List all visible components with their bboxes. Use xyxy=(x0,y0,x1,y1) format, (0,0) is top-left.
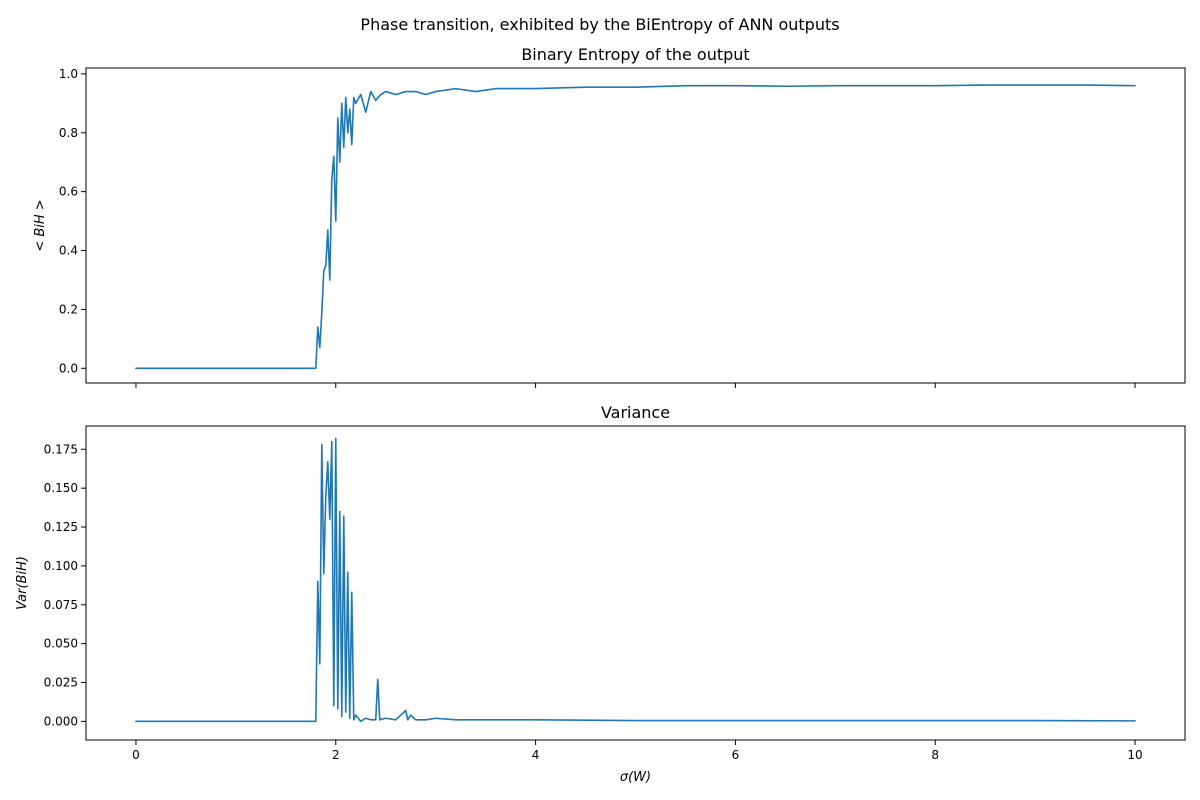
entropy-y-tick-label: 0.2 xyxy=(59,302,78,316)
variance-x-tick-label: 6 xyxy=(732,748,740,762)
variance-x-tick-label: 10 xyxy=(1127,748,1142,762)
entropy-y-tick-label: 0.4 xyxy=(59,244,78,258)
variance-axes-frame xyxy=(85,425,1186,741)
variance-y-tick-label: 0.175 xyxy=(44,442,78,456)
entropy-y-axis-label: < BiH > xyxy=(33,199,48,251)
entropy-y-tick-label: 0.8 xyxy=(59,126,78,140)
entropy-y-tick-label: 1.0 xyxy=(59,67,78,81)
variance-x-tick-label: 0 xyxy=(132,748,140,762)
variance-y-tick-label: 0.125 xyxy=(44,520,78,534)
variance-y-tick-label: 0.025 xyxy=(44,675,78,689)
entropy-series-line xyxy=(135,84,1136,370)
variance-y-tick-label: 0.100 xyxy=(44,559,78,573)
variance-y-tick-label: 0.050 xyxy=(44,637,78,651)
variance-x-axis-label: σ(W) xyxy=(620,770,651,785)
variance-x-tick-label: 4 xyxy=(532,748,540,762)
variance-x-tick-label: 2 xyxy=(332,748,340,762)
variance-y-tick-label: 0.075 xyxy=(44,598,78,612)
entropy-axes-frame xyxy=(85,67,1186,384)
variance-y-axis-label: Var(BiH) xyxy=(15,556,30,610)
entropy-y-tick-label: 0.6 xyxy=(59,185,78,199)
variance-x-tick-label: 8 xyxy=(931,748,939,762)
variance-panel: Variance 0 2 4 6 8 10 0.000 0.025 0.050 0.075 0.100… xyxy=(15,403,1186,785)
entropy-title: Binary Entropy of the output xyxy=(521,45,749,64)
entropy-panel: Binary Entropy of the output 0.0 0.2 0.4 0.6… xyxy=(33,45,1186,388)
variance-y-tick-label: 0.150 xyxy=(44,481,78,495)
variance-title: Variance xyxy=(601,403,670,422)
variance-series-line xyxy=(135,437,1136,723)
variance-y-tick-label: 0.000 xyxy=(44,714,78,728)
figure-suptitle: Phase transition, exhibited by the BiEnt… xyxy=(360,15,839,34)
entropy-y-tick-label: 0.0 xyxy=(59,361,78,375)
